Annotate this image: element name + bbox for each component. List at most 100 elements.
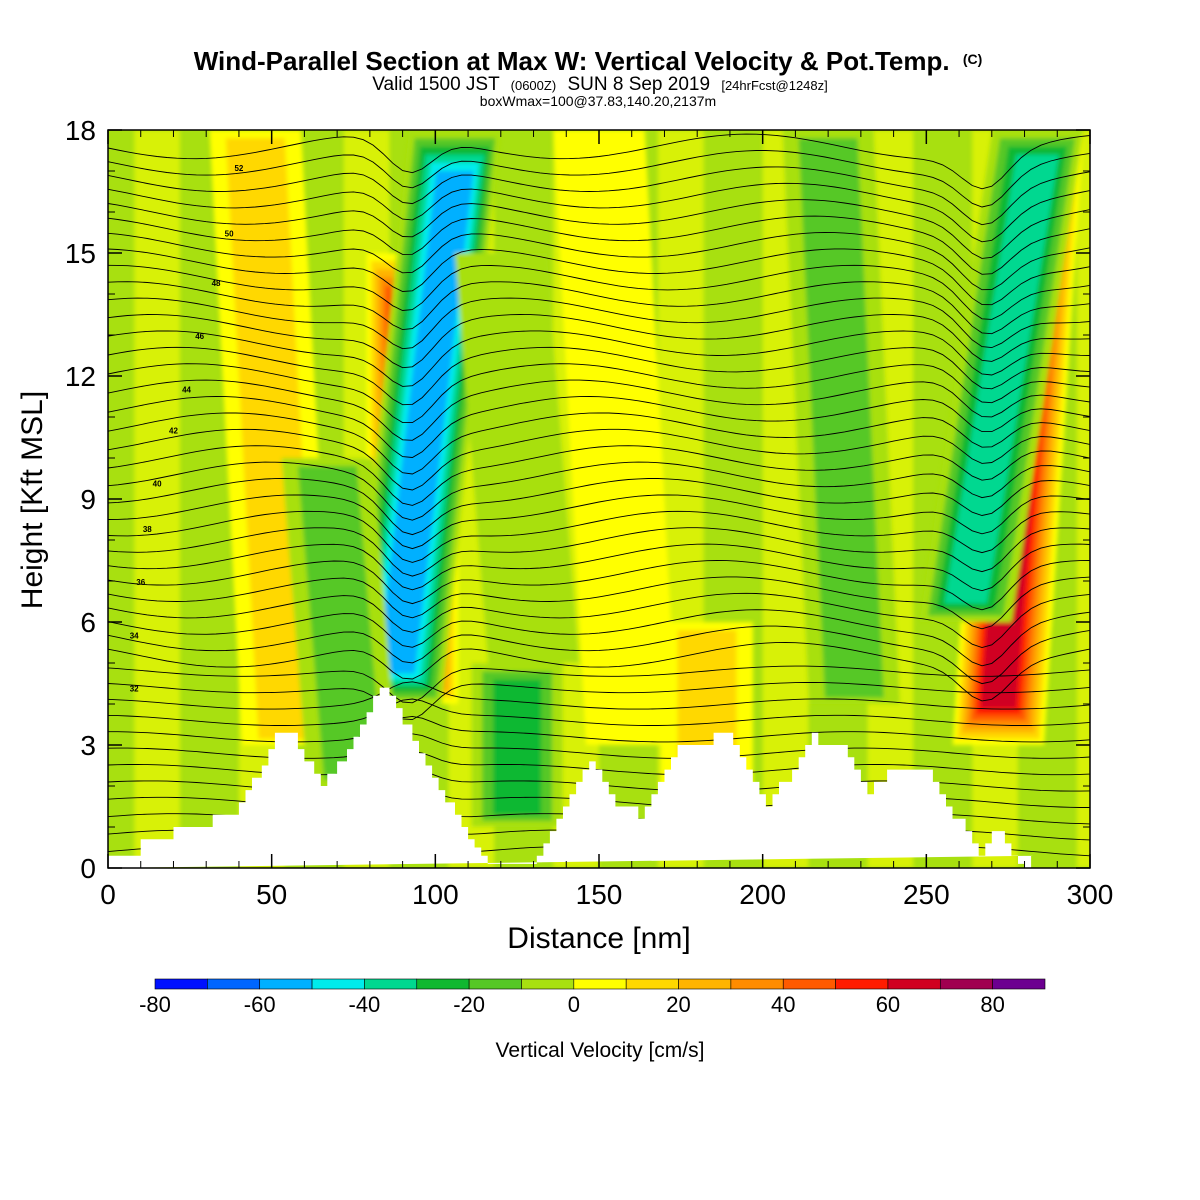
theta-contour-line	[108, 543, 1090, 592]
colorbar-tick-label: -60	[244, 992, 276, 1017]
chart-title-text: Wind-Parallel Section at Max W: Vertical…	[194, 46, 950, 76]
theta-contour-label: 38	[143, 525, 152, 534]
theta-contour-label: 36	[136, 578, 145, 587]
theta-contour-line	[108, 379, 1090, 441]
theta-contour-label: 40	[153, 480, 162, 489]
theta-contour-label: 50	[225, 230, 234, 239]
y-tick-label: 15	[65, 238, 96, 269]
w-contour-band	[553, 130, 678, 745]
subtitle-valid: Valid 1500 JST	[372, 74, 500, 95]
colorbar-swatch	[416, 978, 470, 990]
theta-contour-line	[108, 642, 1090, 702]
colorbar-tick-label: -40	[349, 992, 381, 1017]
y-tick-label: 3	[80, 730, 96, 761]
x-tick-label: 100	[412, 879, 459, 910]
theta-contour-line	[108, 461, 1090, 521]
colorbar-tick-label: 60	[876, 992, 900, 1017]
y-tick-label: 0	[80, 853, 96, 884]
theta-contour-line	[108, 560, 1090, 611]
w-contour-band	[377, 171, 474, 674]
y-axis-label: Height [Kft MSL]	[16, 391, 49, 609]
w-background-band	[134, 130, 181, 868]
theta-contour-line	[108, 199, 1090, 259]
theta-contour-line	[108, 494, 1090, 550]
y-tick-label: 18	[65, 115, 96, 146]
colorbar-swatch	[468, 978, 522, 990]
w-contour-band	[798, 138, 884, 698]
theta-contour-line	[108, 215, 1090, 275]
theta-contour-line	[108, 182, 1090, 243]
subtitle-date: SUN 8 Sep 2019	[567, 74, 710, 95]
x-tick-label: 50	[256, 879, 287, 910]
chart-subtitle-box: boxWmax=100@37.83,140.20,2137m	[480, 93, 716, 109]
chart-title: Wind-Parallel Section at Max W: Vertical…	[194, 46, 983, 76]
plot-area: 32 34 36 38 40 42 44 46 48 50 52	[108, 130, 1090, 868]
colorbar-swatch	[311, 978, 365, 990]
theta-contour-line	[108, 527, 1090, 577]
colorbar-tick-label: 80	[980, 992, 1004, 1017]
x-tick-label: 300	[1067, 879, 1114, 910]
terrain	[108, 687, 1038, 868]
w-contour-band	[454, 253, 580, 663]
w-contour-band	[944, 154, 1059, 604]
colorbar-swatch	[835, 978, 889, 990]
colorbar-swatch	[573, 978, 627, 990]
theta-contour-line	[108, 281, 1090, 335]
colorbar-swatch	[678, 978, 732, 990]
theta-contour-label: 44	[182, 385, 191, 394]
theta-contour-label: 48	[212, 279, 221, 288]
x-axis-label: Distance [nm]	[507, 922, 690, 955]
subtitle-forecast: [24hrFcst@1248z]	[721, 78, 827, 93]
colorbar-tick-label: 40	[771, 992, 795, 1017]
theta-contour-line	[108, 232, 1090, 291]
theta-contour-line	[108, 330, 1090, 387]
subtitle-utc: (0600Z)	[511, 78, 557, 93]
theta-contour-line	[108, 428, 1090, 491]
colorbar-swatch	[625, 978, 679, 990]
theta-contour-line	[108, 715, 1090, 743]
theta-contour-line	[108, 248, 1090, 306]
theta-contour-label: 52	[234, 164, 243, 173]
theta-contour-line	[108, 576, 1090, 630]
colorbar-swatch	[992, 978, 1046, 990]
theta-contour-label: 34	[130, 631, 139, 640]
theta-contour-line	[108, 625, 1090, 685]
colorbar-swatch	[782, 978, 836, 990]
colorbar-swatch	[521, 978, 575, 990]
theta-contour-line	[108, 396, 1090, 458]
theta-contour-line	[108, 682, 1090, 721]
theta-contour-line	[108, 363, 1090, 424]
theta-contour-line	[108, 314, 1090, 369]
x-tick-label: 250	[903, 879, 950, 910]
colorbar-tick-label: -80	[139, 992, 171, 1017]
theta-contour-label: 32	[130, 685, 139, 694]
theta-contour-line	[108, 412, 1090, 475]
colorbar-swatch	[259, 978, 313, 990]
colorbar-swatch	[154, 978, 208, 990]
theta-contour-line	[108, 665, 1090, 704]
x-tick-label: 0	[100, 879, 116, 910]
colorbar-swatch	[207, 978, 261, 990]
theta-contour-line	[108, 150, 1090, 208]
x-tick-label: 150	[576, 879, 623, 910]
colorbar-tick-label: 20	[666, 992, 690, 1017]
colorbar-swatch	[364, 978, 418, 990]
colorbar: -80 -60 -40 -20 0 20 40 60 80	[139, 978, 1046, 1017]
theta-contour-line	[108, 681, 1090, 710]
colorbar-tick-label: -20	[453, 992, 485, 1017]
theta-contour-line	[108, 478, 1090, 536]
chart-subtitle: Valid 1500 JST (0600Z) SUN 8 Sep 2019 [2…	[372, 74, 828, 95]
theta-contour-line	[108, 297, 1090, 350]
theta-contour-label: 42	[169, 426, 178, 435]
y-tick-label: 12	[65, 361, 96, 392]
theta-contour-line	[108, 166, 1090, 226]
w-contour-band	[493, 679, 542, 815]
colorbar-swatch	[887, 978, 941, 990]
colorbar-swatch	[939, 978, 993, 990]
theta-contour-line	[108, 698, 1090, 726]
colorbar-label: Vertical Velocity [cm/s]	[496, 1039, 705, 1062]
colorbar-swatch	[730, 978, 784, 990]
theta-contour-label: 46	[195, 332, 204, 341]
